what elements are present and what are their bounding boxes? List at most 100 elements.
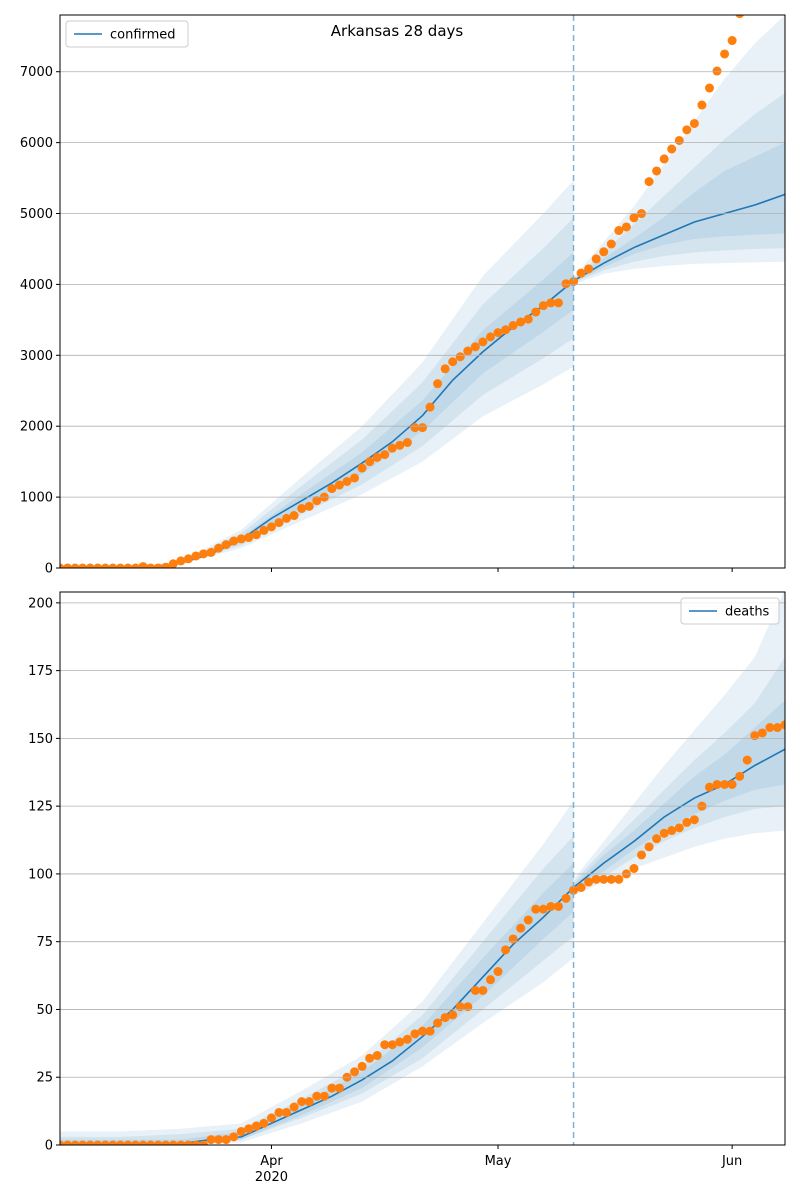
observed-point — [63, 1140, 73, 1145]
observed-point — [727, 36, 737, 46]
legend-label: confirmed — [110, 28, 176, 43]
observed-point — [198, 1140, 208, 1145]
observed-point — [576, 268, 586, 278]
observed-point — [350, 473, 360, 483]
x-tick-label: May — [485, 1154, 512, 1169]
observed-point — [251, 530, 261, 540]
observed-point — [569, 885, 579, 895]
observed-point — [183, 1140, 193, 1145]
observed-point — [553, 298, 563, 308]
legend: deaths — [680, 597, 780, 625]
observed-point — [266, 1113, 276, 1123]
observed-point — [236, 534, 246, 544]
observed-point — [410, 423, 420, 433]
observed-point — [501, 325, 511, 335]
observed-point — [508, 934, 518, 944]
y-tick-label: 125 — [28, 800, 53, 815]
observed-point — [606, 239, 616, 249]
observed-point — [183, 554, 193, 564]
observed-point — [206, 1135, 216, 1145]
x-tick-label: Jun — [721, 1154, 742, 1169]
observed-point — [501, 945, 511, 955]
y-tick-label: 100 — [28, 867, 53, 882]
y-tick-label: 75 — [36, 935, 53, 950]
observed-point — [516, 317, 526, 327]
observed-point — [289, 511, 299, 521]
observed-point — [289, 1102, 299, 1112]
observed-point — [266, 522, 276, 532]
observed-point — [531, 904, 541, 914]
uncertainty-band — [60, 180, 574, 568]
observed-point — [312, 1091, 322, 1101]
observed-point — [168, 1140, 178, 1145]
observed-point — [606, 874, 616, 884]
observed-point — [523, 915, 533, 925]
observed-point — [433, 379, 443, 389]
observed-point — [720, 779, 730, 789]
legend-box — [680, 597, 780, 625]
observed-point — [584, 264, 594, 274]
model-line — [60, 748, 785, 1145]
y-tick-label: 7000 — [20, 65, 53, 80]
observed-point — [546, 901, 556, 911]
observed-point — [380, 1040, 390, 1050]
observed-point — [493, 967, 503, 977]
observed-point — [659, 154, 669, 164]
observed-point — [138, 562, 148, 568]
observed-point — [395, 1037, 405, 1047]
observed-point — [123, 563, 133, 568]
observed-point — [274, 1107, 284, 1117]
y-tick-label: 25 — [36, 1071, 53, 1086]
y-tick-label: 6000 — [20, 136, 53, 151]
observed-point — [78, 1140, 88, 1145]
observed-point — [455, 352, 465, 362]
observed-point — [251, 1121, 261, 1131]
uncertainty-band — [60, 800, 574, 1145]
observed-point — [304, 1097, 314, 1107]
observed-point — [161, 562, 171, 568]
observed-point — [697, 100, 707, 110]
legend-label: deaths — [725, 605, 770, 620]
observed-point — [244, 533, 254, 543]
y-tick-label: 0 — [45, 562, 53, 577]
observed-point — [153, 1140, 163, 1145]
y-tick-label: 200 — [28, 596, 53, 611]
observed-point — [591, 254, 601, 264]
observed-point — [561, 893, 571, 903]
observed-point — [176, 1140, 186, 1145]
observed-point — [599, 247, 609, 257]
observed-point — [214, 543, 224, 553]
observed-point — [221, 540, 231, 550]
observed-point — [599, 874, 609, 884]
uncertainty-band — [573, 700, 785, 891]
y-tick-label: 4000 — [20, 278, 53, 293]
observed-point — [433, 1018, 443, 1028]
observed-point — [418, 1026, 427, 1036]
legend: confirmed — [65, 20, 189, 48]
observed-point — [372, 452, 382, 462]
observed-point — [229, 536, 239, 546]
observed-point — [85, 563, 95, 568]
observed-point — [576, 882, 586, 892]
observed-point — [682, 125, 692, 135]
observed-point — [191, 551, 201, 561]
plot-area — [60, 15, 785, 568]
observed-point — [614, 226, 624, 236]
observed-point — [198, 549, 208, 559]
observed-point — [70, 1140, 80, 1145]
observed-point — [463, 1002, 473, 1012]
observed-point — [395, 440, 405, 450]
observed-point — [667, 826, 677, 836]
observed-point — [720, 49, 730, 59]
y-tick-label: 50 — [36, 1003, 53, 1018]
observed-point — [523, 314, 533, 324]
observed-point — [115, 1140, 125, 1145]
observed-point — [131, 563, 141, 568]
observed-point — [485, 332, 495, 342]
observed-point — [780, 720, 785, 730]
observed-point — [153, 563, 163, 568]
observed-point — [508, 321, 518, 331]
observed-point — [131, 1140, 141, 1145]
observed-point — [334, 1083, 344, 1093]
observed-point — [100, 563, 110, 568]
